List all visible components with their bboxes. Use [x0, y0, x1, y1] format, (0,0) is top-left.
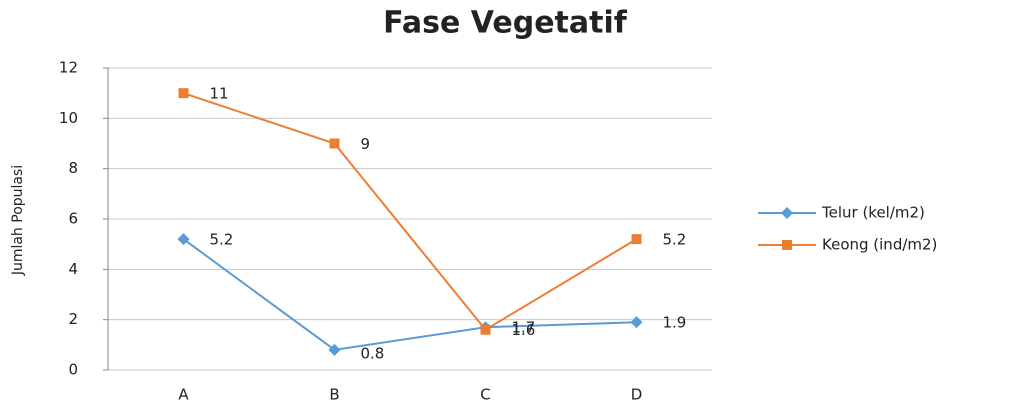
x-tick-label: D [631, 386, 643, 404]
y-tick-label: 8 [68, 159, 78, 177]
x-tick-label: A [178, 386, 189, 404]
y-tick-label: 0 [68, 361, 78, 379]
x-tick-label: C [480, 386, 490, 404]
marker [480, 324, 491, 335]
marker [631, 234, 642, 245]
legend-label: Keong (ind/m2) [822, 236, 937, 254]
data-label: 1.6 [512, 321, 536, 339]
data-label: 0.8 [361, 344, 385, 362]
data-label: 9 [361, 135, 371, 153]
data-label: 5.2 [663, 231, 687, 249]
line [182, 238, 637, 351]
y-axis-label: Jumlah Populasi [10, 165, 26, 276]
marker [781, 207, 793, 219]
y-tick-label: 10 [59, 109, 78, 127]
data-label: 1.7 [512, 319, 536, 337]
y-tick-label: 6 [68, 210, 78, 228]
marker [178, 88, 189, 99]
marker [630, 316, 643, 329]
line [183, 92, 638, 332]
data-label: 5.2 [210, 231, 234, 249]
y-tick-label: 12 [59, 59, 78, 77]
legend-label: Telur (kel/m2) [821, 204, 925, 222]
marker [329, 138, 340, 149]
x-tick-label: B [329, 386, 339, 404]
data-label: 11 [210, 85, 229, 103]
y-tick-label: 2 [68, 310, 78, 328]
data-label: 1.9 [663, 314, 687, 332]
chart-title: Fase Vegetatif [383, 6, 628, 41]
y-tick-label: 4 [68, 260, 78, 278]
marker [328, 343, 341, 356]
marker [177, 233, 190, 246]
marker [782, 240, 792, 250]
